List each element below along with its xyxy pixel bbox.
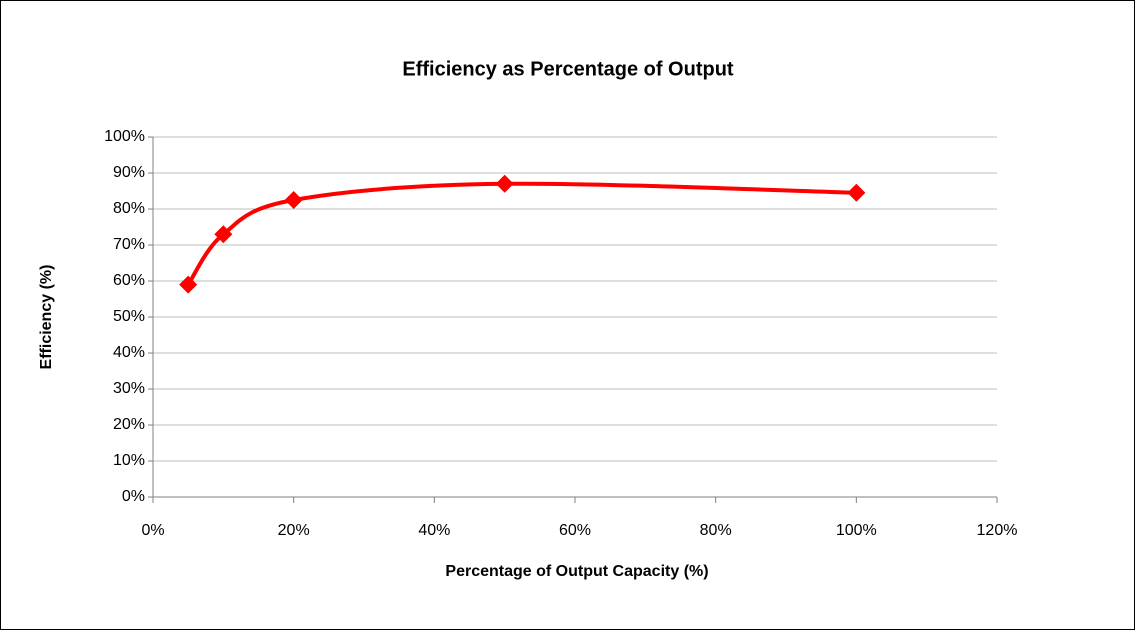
marker — [847, 183, 866, 202]
y-axis-label: Efficiency (%) — [38, 265, 55, 370]
y-tick-label: 50% — [113, 308, 145, 325]
marker — [284, 191, 303, 209]
x-tick-label: 60% — [559, 522, 591, 539]
y-tick-label: 20% — [113, 416, 145, 433]
marker — [214, 225, 233, 244]
y-tick-label: 30% — [113, 380, 145, 397]
x-tick-label: 100% — [836, 522, 877, 539]
y-tick-label: 40% — [113, 344, 145, 361]
x-tick-label: 40% — [418, 522, 450, 539]
x-tick-label: 80% — [700, 522, 732, 539]
marker — [179, 275, 198, 294]
y-tick-label: 100% — [104, 128, 145, 145]
x-axis-label: Percentage of Output Capacity (%) — [445, 563, 708, 580]
x-tick-label: 120% — [977, 522, 1018, 539]
chart-title: Efficiency as Percentage of Output — [402, 58, 734, 80]
x-tick-label: 20% — [278, 522, 310, 539]
y-tick-label: 80% — [113, 200, 145, 217]
y-tick-label: 90% — [113, 164, 145, 181]
y-tick-label: 10% — [113, 452, 145, 469]
y-tick-label: 70% — [113, 236, 145, 253]
y-tick-label: 0% — [122, 488, 145, 505]
marker — [495, 174, 514, 193]
y-tick-label: 60% — [113, 272, 145, 289]
x-tick-label: 0% — [141, 522, 164, 539]
